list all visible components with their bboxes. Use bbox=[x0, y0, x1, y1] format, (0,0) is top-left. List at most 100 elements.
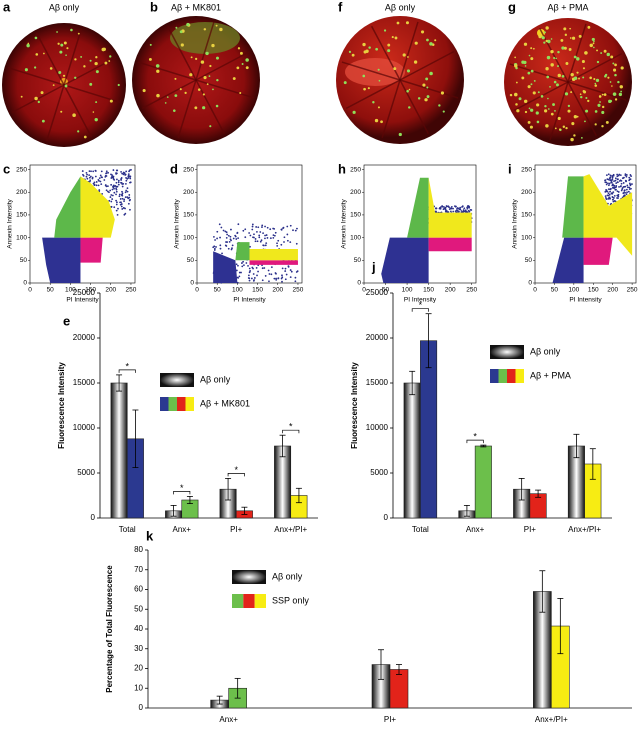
scatter-dot bbox=[610, 192, 613, 195]
speckle bbox=[406, 89, 409, 93]
speckle bbox=[215, 104, 219, 108]
scatter-dot bbox=[244, 228, 247, 231]
speckle bbox=[576, 57, 580, 61]
gated-region bbox=[80, 176, 115, 238]
speckle bbox=[591, 37, 595, 42]
scatter-dot bbox=[129, 177, 132, 180]
scatter-dot bbox=[627, 190, 630, 193]
error-bar bbox=[225, 477, 232, 501]
scatter-dot bbox=[628, 188, 631, 191]
scatter-dot bbox=[624, 173, 627, 176]
speckle bbox=[580, 136, 583, 139]
scatter-dot bbox=[265, 242, 268, 245]
scatter-dot bbox=[121, 197, 124, 200]
speckle bbox=[405, 21, 409, 25]
scatter-dot bbox=[89, 175, 92, 178]
scatter-dot bbox=[266, 226, 269, 229]
error-bar bbox=[295, 487, 302, 504]
speckle bbox=[565, 126, 568, 130]
y-tick-label: 50 bbox=[187, 257, 195, 264]
scatter-dot bbox=[620, 182, 623, 185]
scatter-dot bbox=[614, 177, 617, 180]
speckle bbox=[236, 66, 240, 70]
speckle bbox=[383, 29, 387, 32]
y-tick-label: 80 bbox=[134, 545, 143, 554]
scatter-dot bbox=[290, 270, 293, 273]
x-tick-label: 50 bbox=[47, 287, 55, 294]
scatter-dot bbox=[225, 245, 228, 247]
gated-region bbox=[235, 242, 250, 261]
scatter-dot bbox=[116, 201, 118, 204]
y-tick-label: 100 bbox=[183, 234, 194, 241]
scatter-dot bbox=[435, 210, 437, 213]
scatter-dot bbox=[435, 207, 438, 210]
y-tick-label: 20000 bbox=[73, 333, 96, 342]
scatter-dot bbox=[629, 178, 632, 181]
scatter-dot bbox=[610, 180, 613, 182]
speckle bbox=[380, 120, 383, 124]
scatter-dot bbox=[454, 205, 456, 208]
speckle bbox=[543, 31, 546, 34]
scatter-dot bbox=[281, 274, 283, 277]
scatter-dot bbox=[218, 223, 221, 226]
x-tick-label: 150 bbox=[423, 287, 434, 294]
scatter-dot bbox=[214, 239, 216, 241]
y-tick-label: 50 bbox=[354, 257, 362, 264]
scatter-dot bbox=[245, 262, 248, 264]
error-bar bbox=[557, 597, 564, 655]
scatter-dot bbox=[216, 230, 219, 233]
speckle bbox=[515, 81, 518, 84]
legend-swatch bbox=[232, 594, 244, 608]
speckle bbox=[237, 47, 241, 50]
speckle bbox=[362, 42, 366, 47]
speckle bbox=[530, 108, 534, 112]
scatter-dot bbox=[115, 193, 117, 196]
scatter-dot bbox=[604, 179, 606, 182]
scatter-dot bbox=[257, 226, 260, 229]
scatter-dot bbox=[265, 234, 268, 236]
scatter-dot bbox=[227, 247, 230, 250]
scatter-dot bbox=[275, 277, 278, 280]
speckle bbox=[593, 77, 596, 81]
x-tick-label: 50 bbox=[382, 287, 390, 294]
scatter-dot bbox=[125, 179, 128, 182]
x-tick-label: 150 bbox=[588, 287, 599, 294]
speckle bbox=[544, 109, 548, 113]
speckle bbox=[581, 59, 585, 64]
speckle bbox=[34, 36, 38, 40]
y-tick-label: 250 bbox=[521, 166, 532, 173]
scatter-dot bbox=[452, 207, 454, 210]
speckle bbox=[72, 113, 76, 117]
speckle bbox=[606, 52, 610, 57]
x-tick-label: PI+ bbox=[384, 715, 397, 724]
gated-region bbox=[80, 237, 103, 263]
x-tick-label: Total bbox=[412, 525, 429, 534]
legend-swatch bbox=[498, 369, 507, 383]
scatter-dot bbox=[98, 189, 101, 191]
speckle bbox=[527, 85, 531, 89]
scatter-dot bbox=[126, 190, 129, 193]
x-tick-label: 100 bbox=[402, 287, 413, 294]
vessel bbox=[63, 56, 117, 86]
speckle bbox=[194, 106, 198, 110]
scatter-dot bbox=[93, 183, 96, 186]
speckle bbox=[407, 56, 409, 58]
error-bar bbox=[535, 489, 542, 498]
scatter-dot bbox=[270, 273, 273, 276]
scatter-dot bbox=[251, 228, 254, 231]
scatter-dot bbox=[111, 188, 114, 191]
scatter-dot bbox=[119, 203, 122, 206]
scatter-dot bbox=[452, 210, 455, 213]
speckle bbox=[563, 27, 567, 31]
scatter-dot bbox=[283, 241, 285, 243]
gated-region bbox=[583, 237, 613, 265]
speckle bbox=[557, 116, 561, 121]
y-tick-label: 5000 bbox=[370, 468, 388, 477]
scatter-dot bbox=[253, 233, 255, 236]
speckle bbox=[20, 95, 23, 98]
scatter-dot bbox=[88, 180, 91, 183]
scatter-dot bbox=[622, 182, 625, 184]
significance-star: * bbox=[234, 465, 238, 475]
scatter-dot bbox=[626, 191, 628, 194]
speckle bbox=[524, 99, 528, 103]
